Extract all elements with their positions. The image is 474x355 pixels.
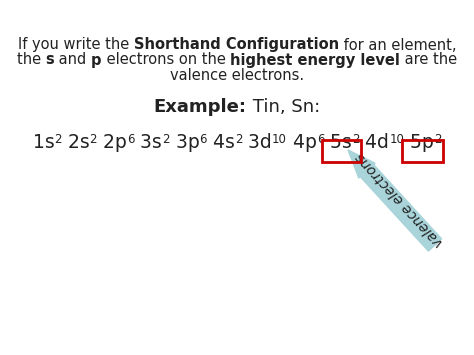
Text: valence electrons: valence electrons — [353, 149, 446, 250]
Text: 2: 2 — [162, 133, 170, 146]
Text: 3s: 3s — [134, 133, 162, 152]
Text: 5p: 5p — [404, 133, 434, 152]
Text: 6: 6 — [199, 133, 207, 146]
Text: 10: 10 — [272, 133, 287, 146]
Text: 10: 10 — [389, 133, 404, 146]
Text: 2: 2 — [235, 133, 242, 146]
Text: 3p: 3p — [170, 133, 199, 152]
Text: 2s: 2s — [62, 133, 90, 152]
Text: 1s: 1s — [33, 133, 55, 152]
Text: the: the — [17, 53, 46, 67]
Text: 2p: 2p — [97, 133, 127, 152]
Text: p: p — [91, 53, 102, 67]
Text: 4d: 4d — [359, 133, 389, 152]
Text: are the: are the — [400, 53, 457, 67]
Text: 2: 2 — [90, 133, 97, 146]
Text: 6: 6 — [317, 133, 324, 146]
Text: electrons on the: electrons on the — [102, 53, 230, 67]
Text: 4s: 4s — [207, 133, 235, 152]
Text: Example:: Example: — [154, 98, 247, 116]
Text: for an element,: for an element, — [339, 38, 456, 53]
Text: 6: 6 — [127, 133, 134, 146]
Text: highest energy level: highest energy level — [230, 53, 400, 67]
Text: 3d: 3d — [242, 133, 272, 152]
Text: 2: 2 — [434, 133, 441, 146]
Text: 4p: 4p — [287, 133, 317, 152]
Text: 5s: 5s — [324, 133, 352, 152]
Text: Tin, Sn:: Tin, Sn: — [247, 98, 320, 116]
Bar — [402, 140, 444, 162]
Text: valence electrons.: valence electrons. — [170, 67, 304, 82]
Bar — [322, 140, 362, 162]
Text: If you write the: If you write the — [18, 38, 134, 53]
Text: and: and — [55, 53, 91, 67]
Text: s: s — [46, 53, 55, 67]
Text: 2: 2 — [352, 133, 359, 146]
FancyArrow shape — [348, 150, 442, 251]
Text: 2: 2 — [55, 133, 62, 146]
Text: Shorthand Configuration: Shorthand Configuration — [134, 38, 339, 53]
